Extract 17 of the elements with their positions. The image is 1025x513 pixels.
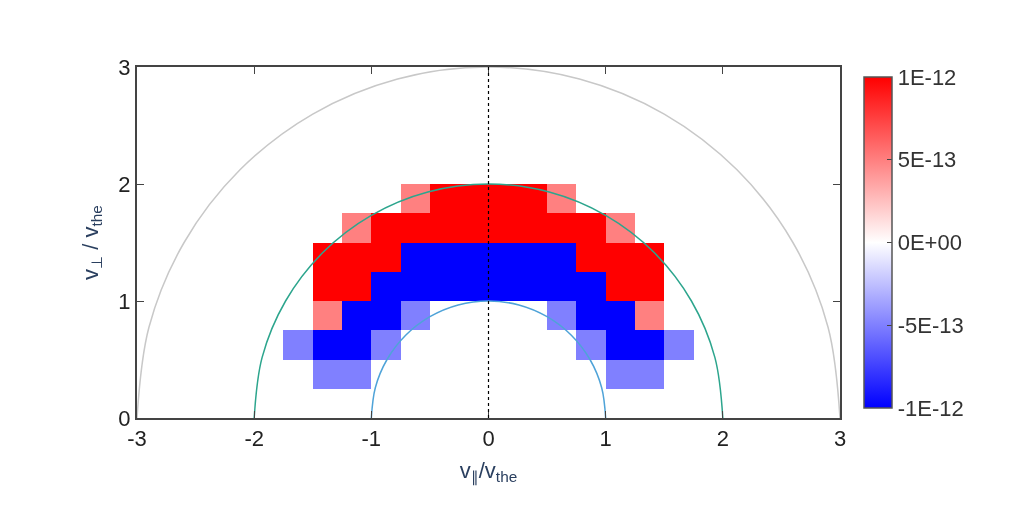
- line-series: [253, 183, 724, 418]
- y-tick-label: 2: [118, 171, 131, 197]
- color-bar-label: 1E-12: [897, 64, 957, 90]
- x-tick-label: 1: [599, 426, 612, 452]
- x-tick-label: -1: [361, 426, 382, 452]
- x-tick-label: 0: [482, 426, 495, 452]
- color-bar-label: -5E-13: [897, 312, 964, 338]
- y-tick-label: 3: [118, 54, 131, 80]
- color-bar-label: 0E+00: [897, 230, 962, 256]
- y-tick-label: 1: [118, 288, 131, 314]
- x-tick-label: 3: [833, 426, 847, 452]
- x-tick-label: -2: [244, 426, 264, 452]
- x-tick-label: 2: [716, 426, 729, 452]
- color-bar-label: 5E-13: [897, 147, 957, 173]
- line-series: [137, 67, 840, 418]
- color-bar-label: -1E-12: [897, 395, 964, 421]
- x-axis-title: v$_{∥}$/v$_{the}$: [459, 457, 518, 487]
